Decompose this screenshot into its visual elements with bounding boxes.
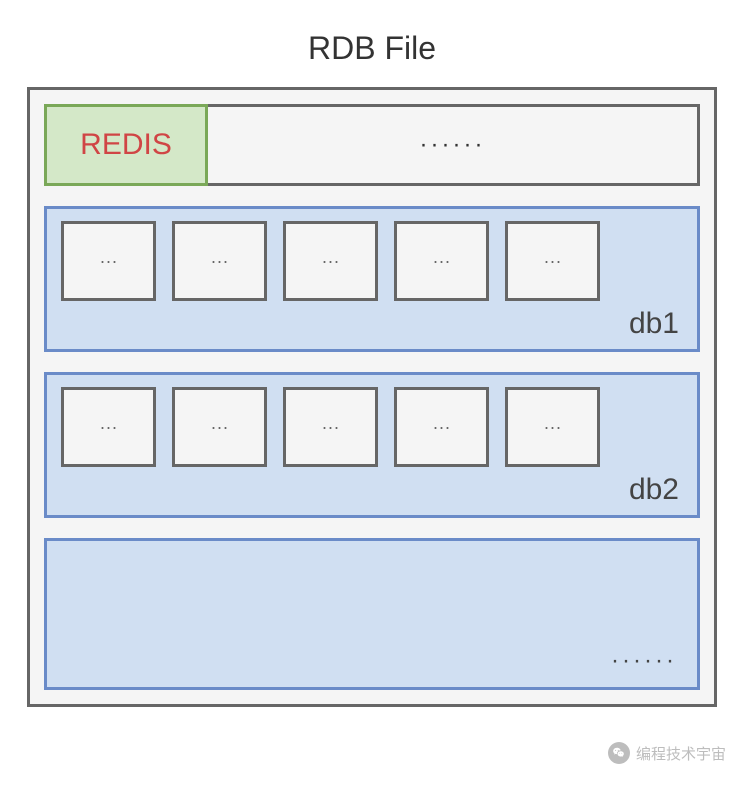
db1-label: db1 [61,301,683,341]
db2-box-2: ··· [172,387,267,467]
redis-box: REDIS [44,104,208,186]
db1-box-4: ··· [394,221,489,301]
db-section-1: ··· ··· ··· ··· ··· db1 [44,206,700,352]
db2-box-3: ··· [283,387,378,467]
diagram-title: RDB File [0,0,744,87]
outer-container: REDIS ······ ··· ··· ··· ··· ··· db1 ···… [27,87,717,707]
db1-box-3: ··· [283,221,378,301]
header-rest-box: ······ [208,104,700,186]
wechat-icon [608,742,630,764]
db-section-2: ··· ··· ··· ··· ··· db2 [44,372,700,518]
db1-box-1: ··· [61,221,156,301]
watermark-text: 编程技术宇宙 [636,743,726,764]
watermark: 编程技术宇宙 [608,742,726,764]
db1-box-5: ··· [505,221,600,301]
db2-box-1: ··· [61,387,156,467]
header-row: REDIS ······ [44,104,700,186]
db2-label: db2 [61,467,683,507]
db1-box-2: ··· [172,221,267,301]
db2-box-5: ··· [505,387,600,467]
db2-box-4: ··· [394,387,489,467]
empty-section: ······ [44,538,700,690]
empty-dots: ······ [611,647,677,675]
db1-boxes: ··· ··· ··· ··· ··· [61,221,683,301]
db2-boxes: ··· ··· ··· ··· ··· [61,387,683,467]
